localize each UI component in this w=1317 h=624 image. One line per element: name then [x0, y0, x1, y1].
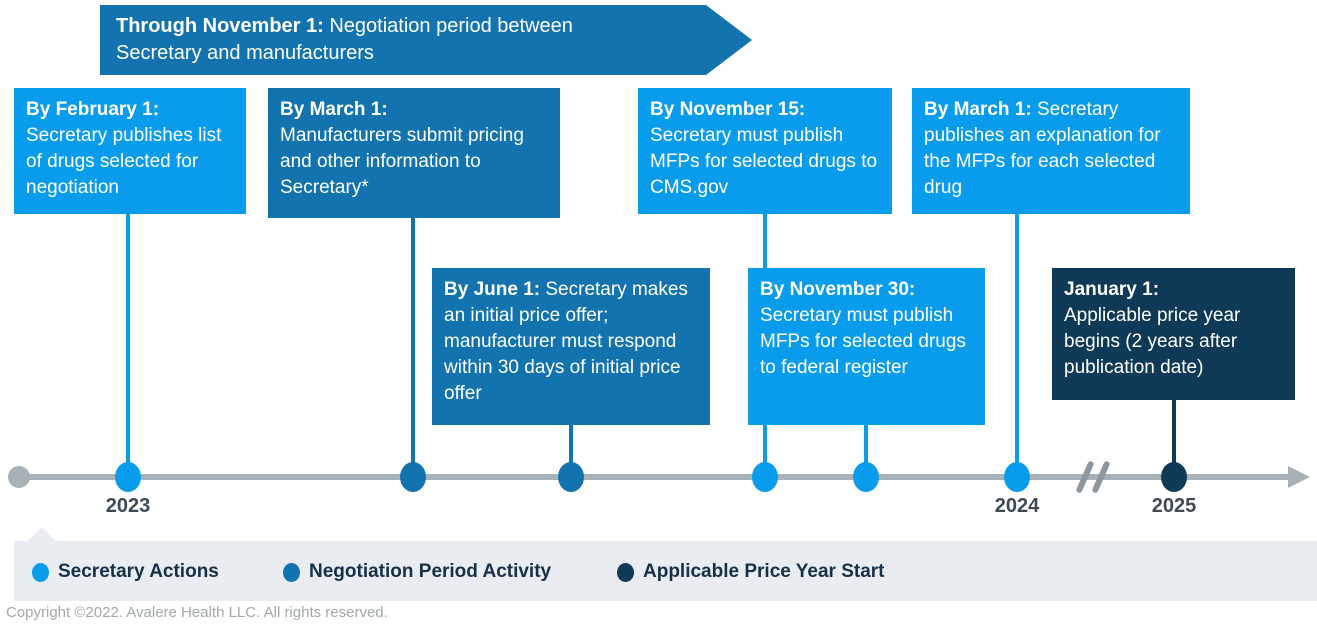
connector-feb-1	[126, 212, 130, 477]
legend-navy-dot-icon	[617, 562, 634, 582]
connector-jan-1-2025	[1172, 398, 1176, 477]
year-label-2024: 2024	[994, 495, 1040, 517]
legend-item-light: Secretary Actions	[32, 562, 219, 582]
box-by-november-15: By November 15: Secretary must publish MF…	[638, 88, 892, 214]
banner-text-block: Through November 1: Negotiation period b…	[116, 13, 656, 67]
box-by-february-1-heading: By February 1:	[26, 99, 160, 120]
legend-dark-dot-icon	[283, 562, 300, 582]
legend-item-label: Negotiation Period Activity	[309, 561, 552, 582]
year-label-2023: 2023	[105, 495, 151, 517]
connector-mar-1	[411, 216, 415, 477]
timeline-axis	[17, 474, 1293, 480]
legend-bar	[14, 541, 1317, 601]
legend-pointer-notch	[27, 527, 57, 542]
box-january-1-body: Applicable price year begins (2 years af…	[1064, 305, 1241, 378]
year-label-2025: 2025	[1151, 495, 1197, 517]
dot-mar-1-2023	[400, 462, 426, 492]
box-by-march-1-2024-body: Secretary publishes an explanation for t…	[924, 99, 1161, 198]
dot-feb-1-2023	[115, 462, 141, 492]
box-by-march-1-heading: By March 1:	[280, 99, 388, 120]
dot-nov-30-2023	[853, 462, 879, 492]
box-by-november-15-heading: By November 15:	[650, 99, 806, 120]
box-january-1-heading: January 1:	[1064, 279, 1160, 300]
box-by-november-15-body: Secretary must publish MFPs for selected…	[650, 125, 878, 198]
connector-jun-1	[569, 423, 573, 477]
timeline-arrowhead-icon	[1288, 466, 1310, 488]
legend-item-label: Secretary Actions	[58, 561, 219, 582]
box-by-february-1-body: Secretary publishes list of drugs select…	[26, 125, 222, 198]
box-by-february-1: By February 1: Secretary publishes list o…	[14, 88, 246, 214]
box-january-1: January 1: Applicable price year begins (…	[1052, 268, 1295, 400]
box-by-november-30: By November 30: Secretary must publish MF…	[748, 268, 985, 425]
box-by-march-1-2024-heading: By March 1:	[924, 99, 1032, 120]
connector-mar-1-2024	[1015, 212, 1019, 477]
legend-light-dot-icon	[32, 562, 49, 582]
box-by-june-1-heading: By June 1:	[444, 279, 541, 300]
legend-item-label: Applicable Price Year Start	[643, 561, 885, 582]
box-by-november-30-body: Secretary must publish MFPs for selected…	[760, 305, 966, 378]
legend-item-navy: Applicable Price Year Start	[617, 562, 885, 582]
box-by-june-1: By June 1: Secretary makes an initial pr…	[432, 268, 710, 425]
box-by-november-30-heading: By November 30:	[760, 279, 916, 300]
box-by-march-1: By March 1: Manufacturers submit pricing …	[268, 88, 560, 218]
box-by-march-1-body: Manufacturers submit pricing and other i…	[280, 125, 524, 198]
dot-nov-15-2023	[752, 462, 778, 492]
timeline-start-dot	[8, 466, 30, 488]
box-by-march-1-2024: By March 1: Secretary publishes an expla…	[912, 88, 1190, 214]
banner-heading: Through November 1:	[116, 15, 324, 37]
dot-mar-1-2024	[1004, 462, 1030, 492]
negotiation-period-banner: Through November 1: Negotiation period b…	[100, 5, 752, 75]
legend-item-dark: Negotiation Period Activity	[283, 562, 551, 582]
dot-jan-1-2025	[1161, 462, 1187, 492]
box-by-june-1-body: Secretary makes an initial price offer; …	[444, 279, 688, 404]
copyright-text: Copyright ©2022. Avalere Health LLC. All…	[6, 604, 388, 621]
banner-body: Negotiation period between Secretary and…	[116, 15, 573, 64]
connector-nov-30	[864, 423, 868, 477]
dot-jun-1-2023	[558, 462, 584, 492]
